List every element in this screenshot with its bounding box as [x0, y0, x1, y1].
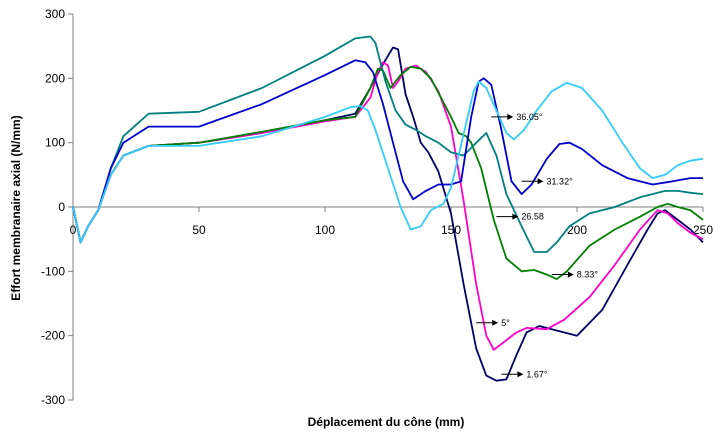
- y-tick-label: 300: [45, 7, 65, 21]
- annotation-label: 26.58: [521, 212, 544, 222]
- annotation-label: 5°: [501, 318, 510, 328]
- y-tick-label: 200: [45, 71, 65, 85]
- annotation-layer: 1.67° 5° 8.33° 26.58 31.32° 36.05°: [476, 112, 598, 379]
- x-tick-label: 250: [693, 223, 713, 237]
- series-line-1: [72, 46, 704, 382]
- series-line-2: [72, 61, 704, 351]
- axes-layer: 300 200 100 0 -100 -200 -300 0 50 100 150 200 250: [41, 7, 713, 407]
- x-tick-label: 50: [192, 223, 206, 237]
- series-layer: [72, 35, 704, 382]
- annotation-2: 5°: [476, 318, 510, 328]
- x-tick-label: 100: [315, 223, 335, 237]
- x-tick-label: 200: [567, 223, 587, 237]
- annotation-4: 26.58: [496, 212, 544, 222]
- y-axis-title: Effort membranaire axial (N/mm): [9, 115, 23, 300]
- y-tick-label: 100: [45, 136, 65, 150]
- annotation-6: 36.05°: [491, 112, 543, 122]
- series-line-4: [72, 35, 704, 253]
- annotation-arrow-head: [512, 213, 519, 220]
- annotation-arrow-head: [567, 271, 574, 278]
- annotation-arrow-head: [492, 319, 499, 326]
- series-line-3: [72, 65, 704, 280]
- x-tick-label: 150: [441, 223, 461, 237]
- x-tick-label: 0: [70, 223, 77, 237]
- annotation-arrow-head: [537, 178, 544, 185]
- y-tick-label: 0: [58, 200, 65, 214]
- annotation-label: 8.33°: [577, 270, 599, 280]
- annotation-1: 1.67°: [501, 369, 548, 379]
- series-line-6: [72, 80, 704, 244]
- annotation-arrow-head: [507, 113, 514, 120]
- annotation-label: 1.67°: [526, 369, 548, 379]
- annotation-label: 31.32°: [547, 176, 574, 186]
- y-tick-label: -300: [41, 393, 65, 407]
- annotation-3: 8.33°: [551, 270, 599, 280]
- x-axis-title: Déplacement du cône (mm): [308, 415, 465, 429]
- annotation-arrow-head: [517, 371, 524, 378]
- annotation-5: 31.32°: [521, 176, 574, 186]
- annotation-label: 36.05°: [516, 112, 543, 122]
- y-tick-label: -200: [41, 329, 65, 343]
- y-tick-label: -100: [41, 264, 65, 278]
